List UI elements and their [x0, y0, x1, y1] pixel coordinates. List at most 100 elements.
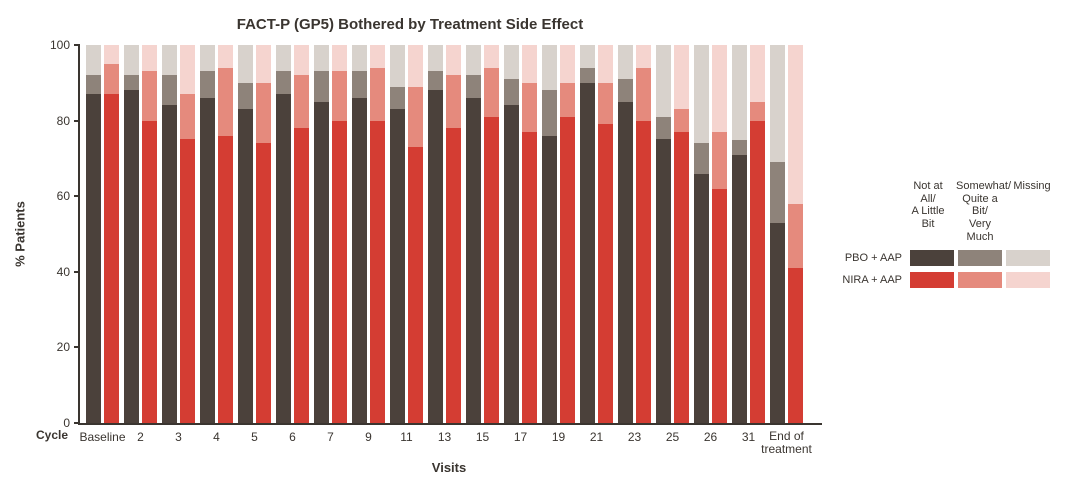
stacked-bar — [390, 45, 405, 423]
xtick-label: 9 — [365, 430, 372, 444]
bar-group — [238, 45, 271, 423]
segment-somewhat — [694, 143, 709, 173]
segment-somewhat — [218, 68, 233, 136]
legend-rowlabel-pbo: PBO + AAP — [838, 252, 908, 264]
segment-not-at-all — [674, 132, 689, 423]
bar-group — [352, 45, 385, 423]
segment-somewhat — [580, 68, 595, 83]
bar-group — [504, 45, 537, 423]
xtick-label: 13 — [438, 430, 451, 444]
stacked-bar — [522, 45, 537, 423]
stacked-bar — [370, 45, 385, 423]
segment-somewhat — [712, 132, 727, 189]
segment-somewhat — [352, 71, 367, 97]
segment-missing — [218, 45, 233, 68]
swatch-nira-not-at-all — [910, 272, 954, 288]
stacked-bar — [618, 45, 633, 423]
segment-somewhat — [238, 83, 253, 109]
segment-missing — [750, 45, 765, 102]
plot-area: Baseline234567911131517192123252631End o… — [78, 45, 822, 425]
swatch-nira-missing — [1006, 272, 1050, 288]
segment-missing — [636, 45, 651, 68]
bar-group — [732, 45, 765, 423]
segment-somewhat — [256, 83, 271, 143]
segment-missing — [560, 45, 575, 83]
stacked-bar — [504, 45, 519, 423]
segment-not-at-all — [694, 174, 709, 423]
xtick-label: 11 — [400, 430, 412, 444]
xtick-label: 23 — [628, 430, 641, 444]
stacked-bar — [256, 45, 271, 423]
stacked-bar — [352, 45, 367, 423]
ytick-label: 60 — [0, 189, 70, 203]
stacked-bar — [200, 45, 215, 423]
xtick-label: 19 — [552, 430, 565, 444]
xtick-label: 26 — [704, 430, 717, 444]
segment-not-at-all — [598, 124, 613, 423]
stacked-bar — [276, 45, 291, 423]
xtick-label: 2 — [137, 430, 144, 444]
stacked-bar — [408, 45, 423, 423]
stacked-bar — [104, 45, 119, 423]
segment-not-at-all — [484, 117, 499, 423]
bar-group — [162, 45, 195, 423]
segment-somewhat — [294, 75, 309, 128]
segment-missing — [124, 45, 139, 75]
segment-not-at-all — [618, 102, 633, 423]
xtick-label: End of treatment — [760, 430, 814, 456]
segment-not-at-all — [162, 105, 177, 423]
bar-group — [618, 45, 651, 423]
chart-figure: FACT-P (GP5) Bothered by Treatment Side … — [0, 0, 1080, 504]
segment-missing — [466, 45, 481, 75]
legend-row-nira: NIRA + AAP — [838, 269, 1068, 291]
bar-group — [694, 45, 727, 423]
segment-not-at-all — [352, 98, 367, 423]
xtick-label: 15 — [476, 430, 489, 444]
segment-not-at-all — [200, 98, 215, 423]
segment-not-at-all — [142, 121, 157, 423]
stacked-bar — [636, 45, 651, 423]
legend-col-missing: Missing — [1006, 180, 1058, 243]
segment-missing — [408, 45, 423, 87]
segment-missing — [390, 45, 405, 87]
segment-missing — [522, 45, 537, 83]
segment-not-at-all — [560, 117, 575, 423]
xtick-label: 5 — [251, 430, 258, 444]
stacked-bar — [542, 45, 557, 423]
bar-group — [656, 45, 689, 423]
legend-header-row: Not atAll/A LittleBit Somewhat/Quite a B… — [838, 180, 1068, 243]
segment-somewhat — [618, 79, 633, 102]
stacked-bar — [466, 45, 481, 423]
segment-not-at-all — [636, 121, 651, 423]
stacked-bar — [294, 45, 309, 423]
swatch-pbo-not-at-all — [910, 250, 954, 266]
segment-somewhat — [598, 83, 613, 125]
stacked-bar — [428, 45, 443, 423]
segment-somewhat — [560, 83, 575, 117]
segment-missing — [294, 45, 309, 75]
segment-not-at-all — [314, 102, 329, 423]
segment-not-at-all — [370, 121, 385, 423]
stacked-bar — [560, 45, 575, 423]
xtick-label: 7 — [327, 430, 334, 444]
bar-group — [580, 45, 613, 423]
bar-group — [86, 45, 119, 423]
segment-somewhat — [200, 71, 215, 97]
segment-missing — [694, 45, 709, 143]
segment-missing — [712, 45, 727, 132]
segment-missing — [542, 45, 557, 90]
segment-somewhat — [636, 68, 651, 121]
segment-missing — [256, 45, 271, 83]
segment-somewhat — [314, 71, 329, 101]
segment-not-at-all — [256, 143, 271, 423]
segment-missing — [504, 45, 519, 79]
segment-not-at-all — [732, 155, 747, 423]
segment-missing — [674, 45, 689, 109]
stacked-bar — [162, 45, 177, 423]
stacked-bar — [180, 45, 195, 423]
segment-missing — [598, 45, 613, 83]
segment-not-at-all — [446, 128, 461, 423]
ytick-label: 40 — [0, 265, 70, 279]
segment-missing — [618, 45, 633, 79]
stacked-bar — [788, 45, 803, 423]
